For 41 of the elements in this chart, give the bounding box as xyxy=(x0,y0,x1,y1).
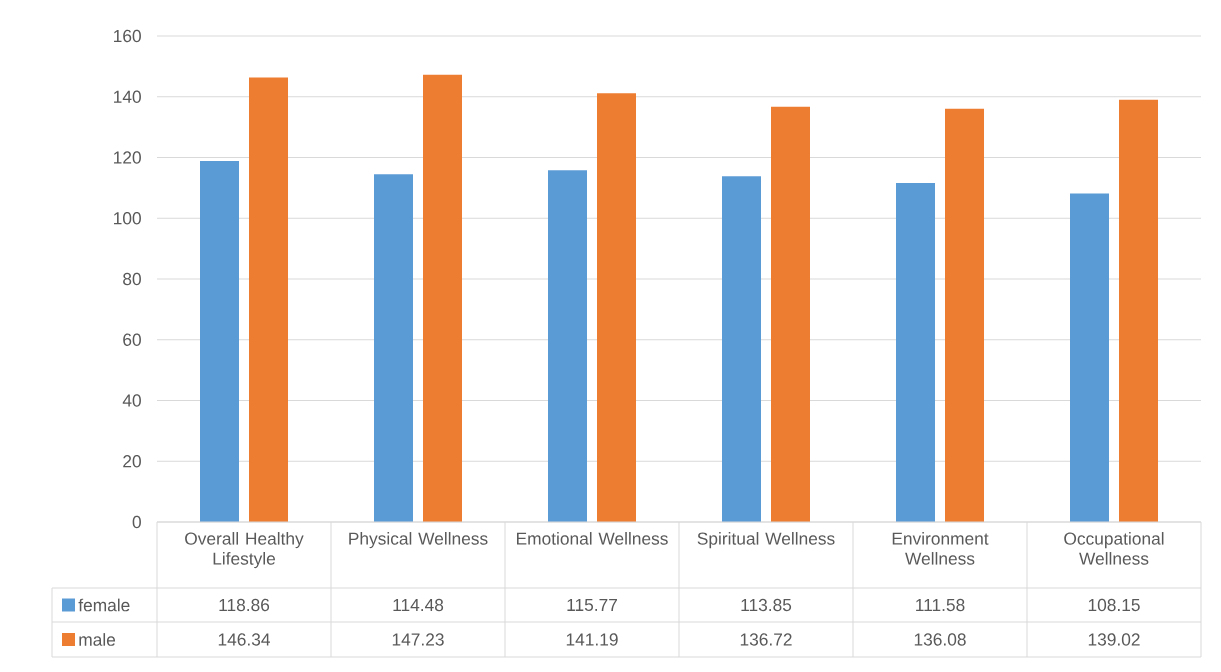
bar xyxy=(548,170,587,522)
data-label: 146.34 xyxy=(218,633,270,646)
y-tick-label: 160 xyxy=(114,29,141,43)
data-label: 136.08 xyxy=(914,633,966,646)
data-label: 111.58 xyxy=(916,598,965,612)
bar xyxy=(423,74,462,522)
x-tick-label: Physical Wellness xyxy=(349,532,488,549)
y-tick-label: 80 xyxy=(123,272,141,286)
bar xyxy=(597,93,637,522)
x-tick-label: Occupational Wellness xyxy=(1064,532,1164,565)
data-label: 139.02 xyxy=(1088,633,1140,646)
data-label: 108.15 xyxy=(1088,598,1140,612)
bar xyxy=(374,174,413,522)
bar xyxy=(249,77,288,522)
bar xyxy=(200,160,239,522)
x-tick-label: Environment Wellness xyxy=(892,532,989,565)
data-label: 114.48 xyxy=(393,598,444,612)
data-label: 141.19 xyxy=(566,633,618,646)
bar xyxy=(771,106,810,522)
bar xyxy=(896,183,936,522)
x-tick-label: Spiritual Wellness xyxy=(697,532,835,549)
bar xyxy=(945,108,985,522)
y-tick-label: 60 xyxy=(123,333,141,346)
data-label: 113.85 xyxy=(741,598,792,612)
data-label: 136.72 xyxy=(740,633,792,646)
data-label: 115.77 xyxy=(567,598,617,612)
legend-label: female xyxy=(78,598,130,612)
bar xyxy=(722,176,761,522)
x-tick-label: Overall Healthy Lifestyle xyxy=(185,532,304,569)
y-tick-label: 0 xyxy=(132,515,141,529)
bar xyxy=(1119,99,1158,522)
y-tick-label: 20 xyxy=(123,455,141,468)
legend-label: male xyxy=(79,633,116,646)
y-tick-label: 100 xyxy=(114,212,141,225)
y-tick-label: 40 xyxy=(122,394,141,407)
x-tick-label: Emotional Wellness xyxy=(517,532,668,545)
y-tick-label: 120 xyxy=(114,151,141,164)
data-label: 147.23 xyxy=(392,633,444,646)
bar xyxy=(1070,193,1109,522)
y-tick-label: 140 xyxy=(114,90,141,103)
data-label: 118.86 xyxy=(219,598,270,612)
